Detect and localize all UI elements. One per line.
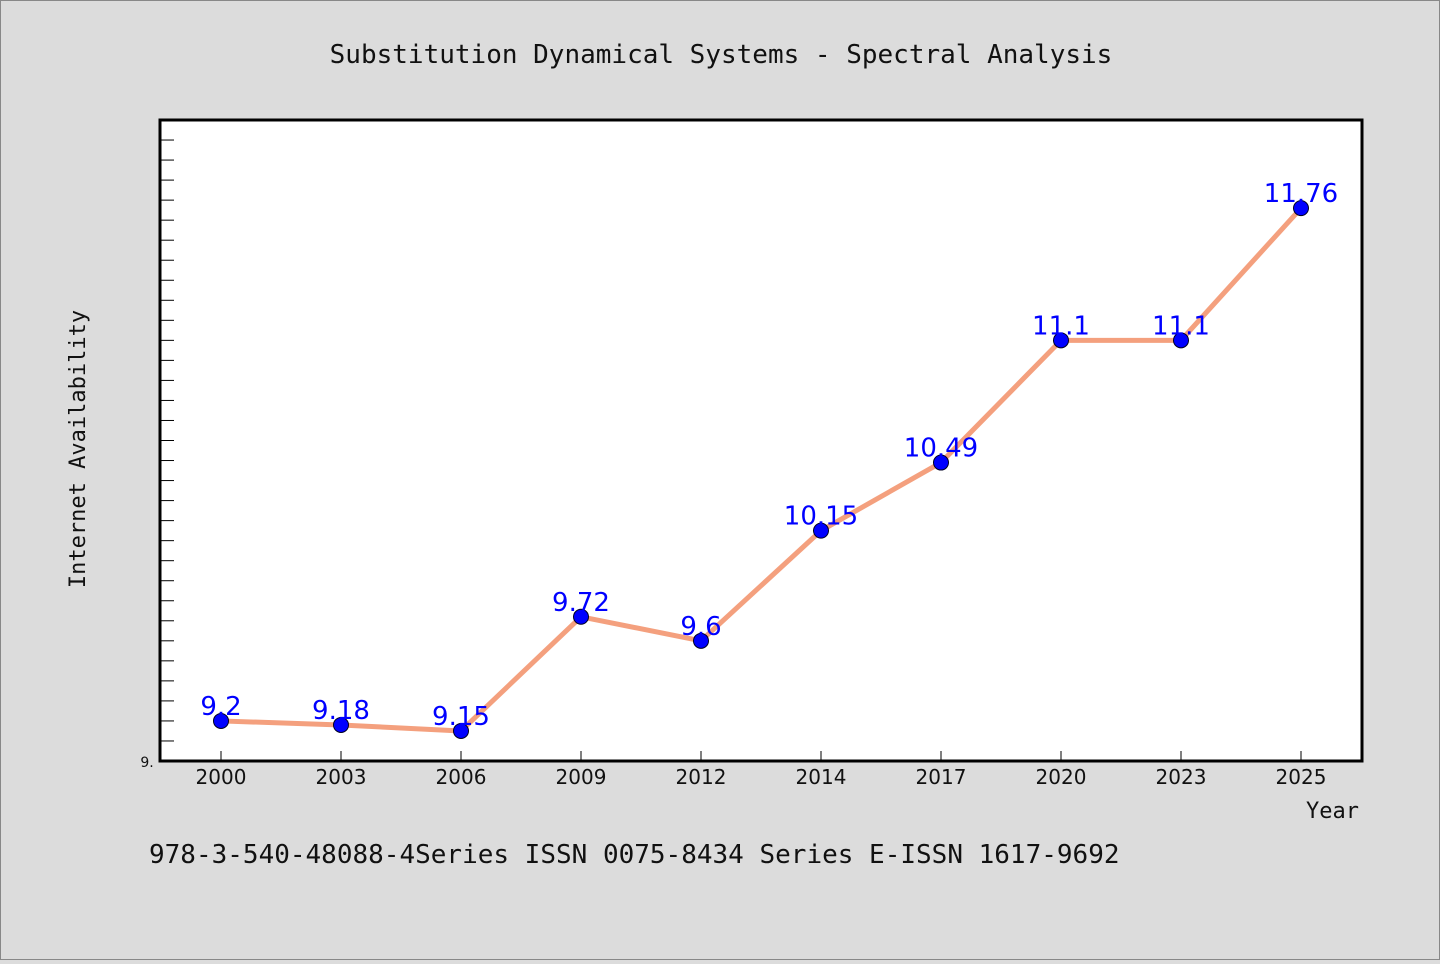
y-axis-min-label: 9.: [140, 755, 153, 771]
x-tick-label: 2006: [436, 765, 487, 789]
data-label: 10.15: [784, 502, 858, 532]
x-tick-label: 2009: [556, 765, 607, 789]
series-line: [220, 206, 1303, 734]
y-axis-label: Internet Availability: [66, 310, 91, 588]
data-point: [1293, 200, 1309, 217]
x-tick-label: 2000: [196, 765, 247, 789]
plot-area: [158, 118, 1364, 763]
data-point: [213, 712, 229, 729]
data-label: 11.1: [1152, 311, 1210, 341]
x-tick-label: 2017: [916, 765, 967, 789]
data-label: 9.6: [680, 612, 721, 642]
x-tick-label: 2020: [1036, 765, 1087, 789]
data-point: [333, 716, 349, 733]
y-axis-ticks: [160, 139, 174, 742]
data-label: 11.76: [1264, 179, 1338, 209]
footnote-text: 978-3-540-48088-4Series ISSN 0075-8434 S…: [149, 840, 1120, 870]
data-labels: 9.2 9.18 9.15 9.72 9.6 10.15 10.49 11.1 11.1 11.7…: [200, 179, 1338, 732]
data-label: 9.15: [432, 702, 490, 732]
data-label: 11.1: [1032, 311, 1090, 341]
data-label: 9.18: [312, 696, 370, 726]
data-point: [1053, 332, 1069, 349]
x-tick-label: 2003: [316, 765, 367, 789]
x-axis-label: Year: [1306, 799, 1359, 824]
x-tick-label: 2014: [796, 765, 847, 789]
data-label: 9.2: [200, 692, 241, 722]
x-tick-label: 2012: [676, 765, 727, 789]
x-axis-ticks: [220, 751, 1302, 761]
data-point: [1173, 332, 1189, 349]
data-points: [213, 200, 1309, 739]
data-label: 10.49: [904, 434, 978, 464]
data-point: [693, 632, 709, 649]
data-point: [453, 722, 469, 739]
chart-title: Substitution Dynamical Systems - Spectra…: [330, 40, 1113, 70]
data-point: [573, 608, 589, 625]
x-tick-label: 2023: [1156, 765, 1207, 789]
data-label: 9.72: [552, 588, 610, 618]
x-axis-tick-labels: 2000 2003 2006 2009 2012 2014 2017 2020 2023 2025: [196, 765, 1327, 789]
x-tick-label: 2025: [1276, 765, 1327, 789]
data-point: [933, 454, 949, 471]
data-point: [813, 522, 829, 539]
